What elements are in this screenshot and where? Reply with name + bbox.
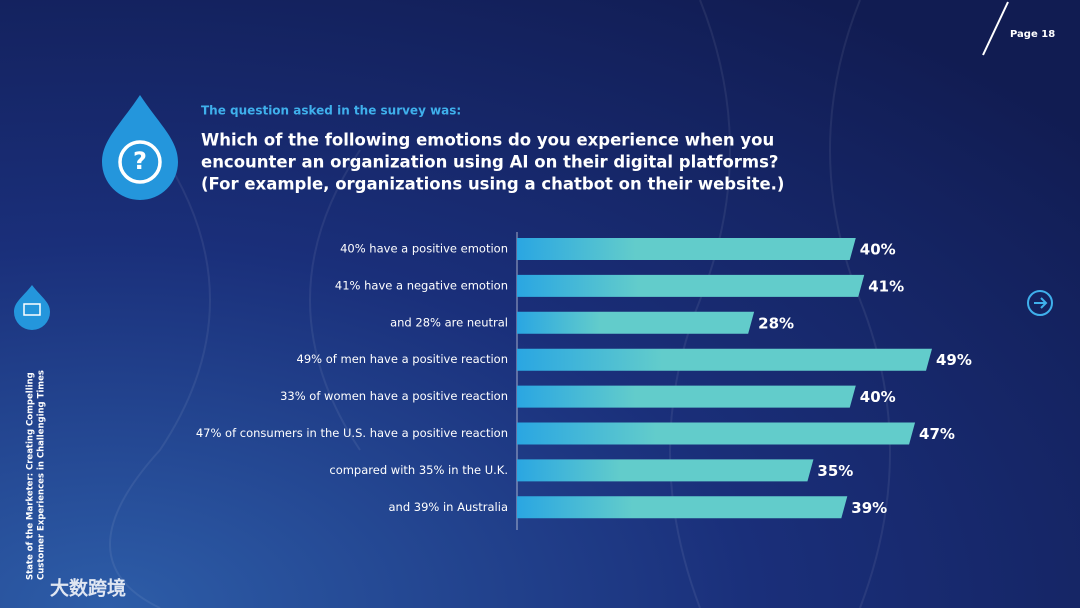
next-button[interactable] [1027, 290, 1053, 316]
bar [517, 311, 755, 334]
value-label: 41% [868, 277, 904, 295]
divider [982, 1, 1009, 56]
title-line: encounter an organization using AI on th… [201, 153, 779, 172]
value-label: 35% [817, 462, 853, 480]
bar [517, 238, 856, 260]
side-icon [14, 285, 50, 330]
bar [517, 274, 865, 297]
bar [517, 348, 932, 371]
category-label: compared with 35% in the U.K. [329, 463, 508, 477]
bar [517, 422, 916, 445]
title-line: (For example, organizations using a chat… [201, 175, 784, 194]
bar [517, 496, 848, 519]
category-label: and 39% in Australia [388, 500, 508, 514]
category-label: 49% of men have a positive reaction [297, 352, 508, 366]
value-label: 39% [851, 499, 887, 517]
category-label: 41% have a negative emotion [335, 278, 508, 292]
svg-text:?: ? [133, 147, 147, 175]
value-label: 49% [936, 351, 972, 369]
subtitle: The question asked in the survey was: [201, 104, 461, 118]
sidebar-title: State of the Marketer: Creating Compelli… [26, 372, 36, 580]
page-number: Page 18 [1010, 29, 1055, 40]
value-label: 47% [919, 425, 955, 443]
bar [517, 459, 814, 482]
value-label: 40% [860, 241, 896, 259]
sidebar-title: Customer Experiences in Challenging Time… [37, 370, 47, 580]
category-label: 47% of consumers in the U.S. have a posi… [196, 426, 508, 440]
category-label: and 28% are neutral [390, 315, 508, 329]
category-label: 40% have a positive emotion [340, 242, 508, 256]
value-label: 28% [758, 314, 794, 332]
watermark: 大数跨境 [50, 577, 126, 600]
question-icon: ? [102, 95, 178, 200]
bar [517, 385, 856, 408]
category-label: 33% of women have a positive reaction [280, 389, 508, 403]
title-line: Which of the following emotions do you e… [201, 131, 774, 150]
value-label: 40% [860, 388, 896, 406]
